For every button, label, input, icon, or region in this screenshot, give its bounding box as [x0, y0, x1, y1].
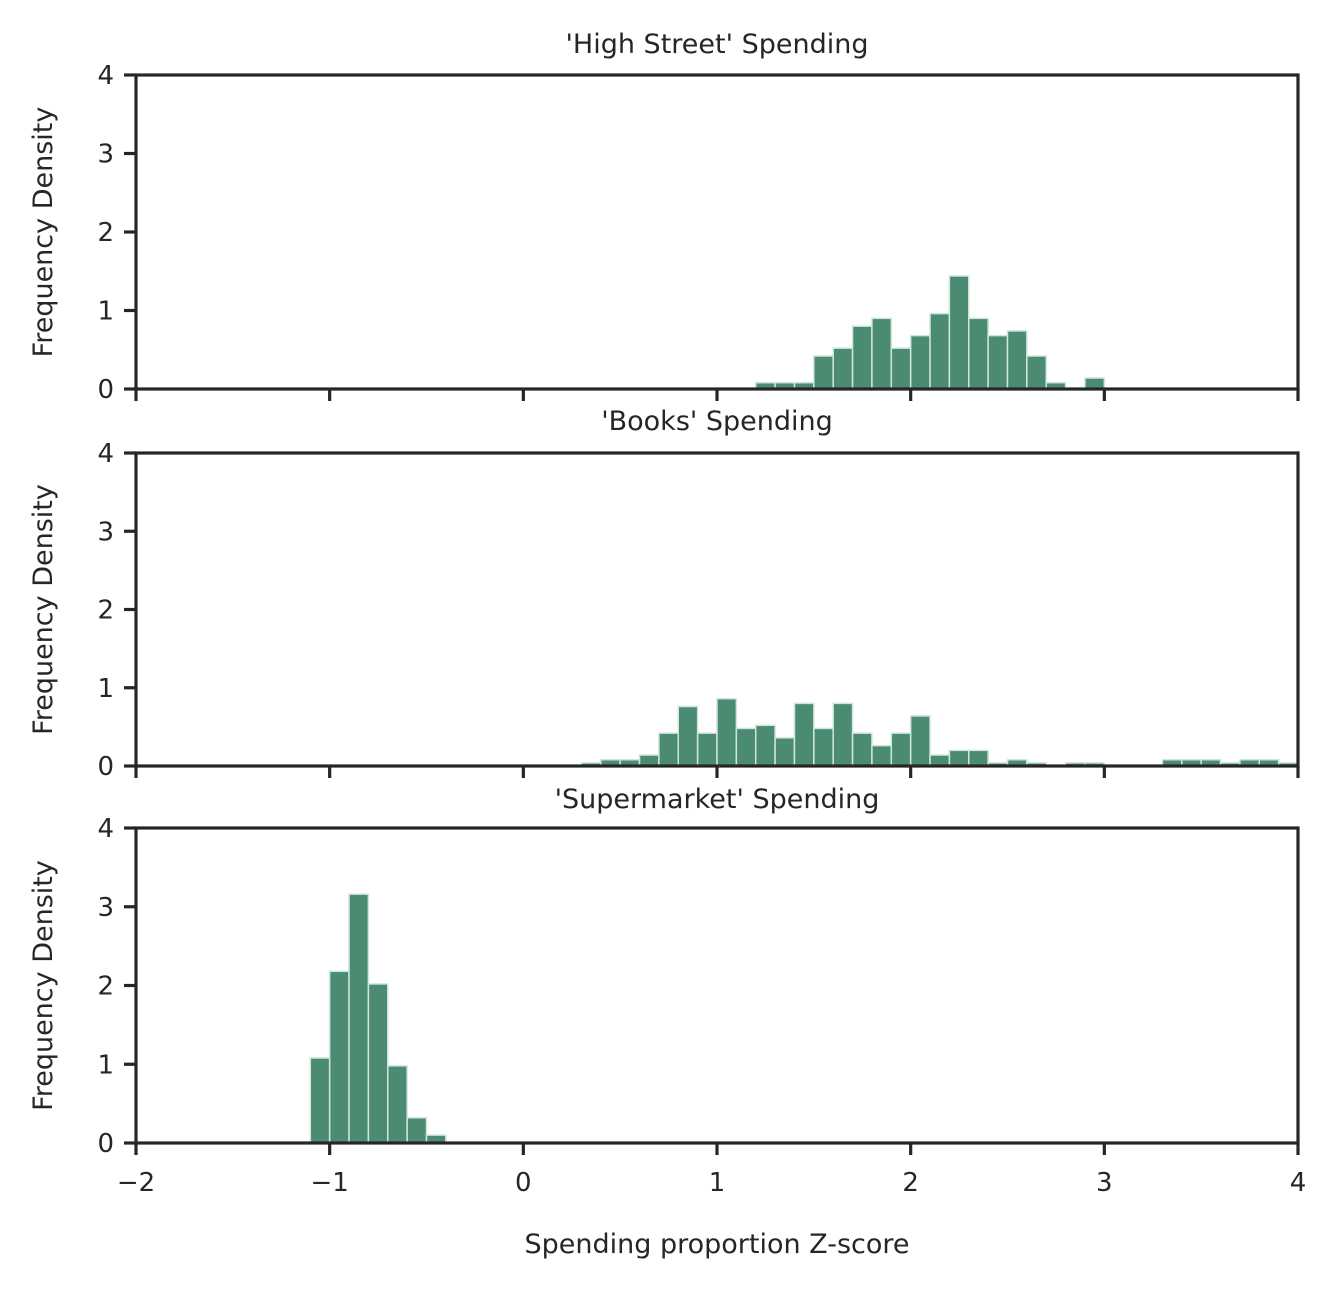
histogram-bar: [890, 347, 912, 390]
histogram-bar: [871, 317, 893, 390]
histogram-bar: [774, 737, 796, 767]
histogram-bar: [348, 893, 370, 1144]
histogram-bar: [638, 754, 660, 767]
x-tick-label: −2: [117, 1168, 155, 1198]
histogram-bar: [851, 732, 873, 767]
histogram-bar: [871, 744, 893, 767]
y-axis-label: Frequency Density: [28, 107, 59, 358]
histogram-bar: [793, 702, 815, 767]
histogram-bar: [909, 334, 931, 390]
y-tick-label: 2: [97, 972, 114, 1002]
y-tick-label: 4: [97, 61, 114, 91]
x-tick-label: 2: [902, 1168, 919, 1198]
panel-title: 'Books' Spending: [601, 406, 833, 437]
histogram-bar: [948, 749, 970, 767]
y-tick-label: 2: [97, 596, 114, 626]
x-tick-label: −1: [311, 1168, 349, 1198]
y-tick-label: 2: [97, 218, 114, 248]
y-tick-label: 3: [97, 517, 114, 547]
y-tick-label: 0: [97, 752, 114, 782]
x-tick-label: 1: [709, 1168, 726, 1198]
histogram-bar: [851, 325, 873, 390]
panel-3: 0 1 2 3 4 −2 −1 0 1 2 3 4 'Supermarket' Spending Freq…: [28, 784, 1306, 1198]
panel-title: 'Supermarket' Spending: [555, 784, 880, 815]
y-tick-label: 3: [97, 140, 114, 170]
histogram-bar: [387, 1065, 408, 1144]
y-axis-label: Frequency Density: [28, 860, 59, 1111]
histogram-bar: [968, 317, 989, 390]
histogram-bar: [1084, 377, 1106, 390]
histogram-bar: [716, 697, 738, 767]
histogram-bar: [813, 727, 834, 767]
y-tick-label: 1: [97, 1050, 114, 1080]
plot-frame: [134, 73, 1300, 391]
histogram-bar: [832, 347, 854, 390]
histogram-bar: [890, 732, 912, 767]
histogram-bar: [658, 732, 680, 767]
histogram-bar: [1026, 355, 1047, 390]
histogram-bar: [813, 355, 834, 390]
panel-1: 0 1 2 3 4 'High Street' Spending Frequency Den…: [28, 29, 1300, 405]
histogram-bar: [367, 983, 389, 1144]
y-tick-label: 1: [97, 297, 114, 327]
histogram-bar: [696, 732, 718, 767]
histogram-bar: [948, 275, 970, 390]
histogram-bar: [328, 970, 350, 1144]
histogram-bar: [309, 1057, 331, 1144]
panel-title: 'High Street' Spending: [566, 29, 869, 60]
histogram-bar: [929, 754, 951, 767]
panel-2: 0 1 2 3 4 'Books' Spending Frequency Density: [28, 406, 1300, 782]
histogram-bar: [754, 724, 776, 767]
y-tick-label: 0: [97, 375, 114, 405]
histogram-bar: [677, 705, 699, 767]
y-tick-label: 4: [97, 439, 114, 469]
histogram-bar: [987, 334, 1009, 390]
histogram-bar: [735, 727, 757, 767]
y-tick-label: 1: [97, 674, 114, 704]
y-tick-label: 0: [97, 1129, 114, 1159]
x-tick-label: 0: [515, 1168, 532, 1198]
y-tick-label: 4: [97, 814, 114, 844]
histogram-bar: [406, 1117, 428, 1144]
histogram-bar: [1006, 330, 1028, 390]
x-axis-label: Spending proportion Z-score: [524, 1229, 909, 1260]
y-axis-label: Frequency Density: [28, 484, 59, 735]
histogram-bar: [968, 749, 989, 767]
y-tick-label: 3: [97, 893, 114, 923]
x-tick-label: 4: [1290, 1168, 1307, 1198]
histogram-bar: [909, 715, 931, 767]
histogram-bar: [929, 312, 951, 390]
x-tick-label: 3: [1096, 1168, 1113, 1198]
histogram-bar: [832, 702, 854, 767]
